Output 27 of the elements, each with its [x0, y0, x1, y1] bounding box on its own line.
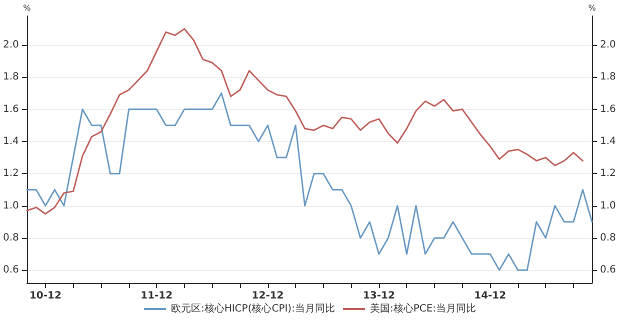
- y2-axis-title: %: [588, 4, 596, 12]
- y2-tick-label: 1.2: [600, 168, 616, 180]
- y2-tick-label: 1.0: [600, 200, 616, 212]
- y-tick-label: 2.0: [2, 39, 19, 50]
- y-tick-label: 0.8: [2, 232, 19, 244]
- y2-tick-label: 1.8: [600, 72, 616, 83]
- y-tick-label: 1.8: [2, 72, 19, 83]
- y2-tick-label: 0.6: [600, 264, 616, 276]
- x-tick-label: 10-12: [29, 290, 62, 302]
- y2-tick-label: 1.4: [600, 136, 616, 147]
- legend-label: 美国:核心PCE:当月同比: [370, 302, 476, 314]
- y2-tick-label: 1.6: [600, 104, 616, 115]
- y-tick-label: 1.4: [2, 136, 19, 147]
- y-tick-label: 1.0: [2, 200, 19, 212]
- legend-label: 欧元区:核心HICP(核心CPI):当月同比: [170, 302, 335, 314]
- y-axis-title: %: [23, 4, 32, 12]
- x-tick-label: 11-12: [140, 290, 173, 302]
- y2-tick-label: 2.0: [600, 39, 616, 50]
- y-tick-label: 0.6: [2, 264, 19, 276]
- line-series: [26, 28, 584, 215]
- y-tick-label: 1.6: [2, 104, 19, 115]
- y-tick-label: 1.2: [2, 168, 19, 180]
- x-tick-label: 14-12: [474, 290, 506, 302]
- x-tick-label: 13-12: [362, 290, 395, 302]
- y2-tick-label: 0.8: [600, 232, 616, 244]
- line-series: [26, 92, 593, 271]
- x-tick-label: 12-12: [252, 290, 284, 302]
